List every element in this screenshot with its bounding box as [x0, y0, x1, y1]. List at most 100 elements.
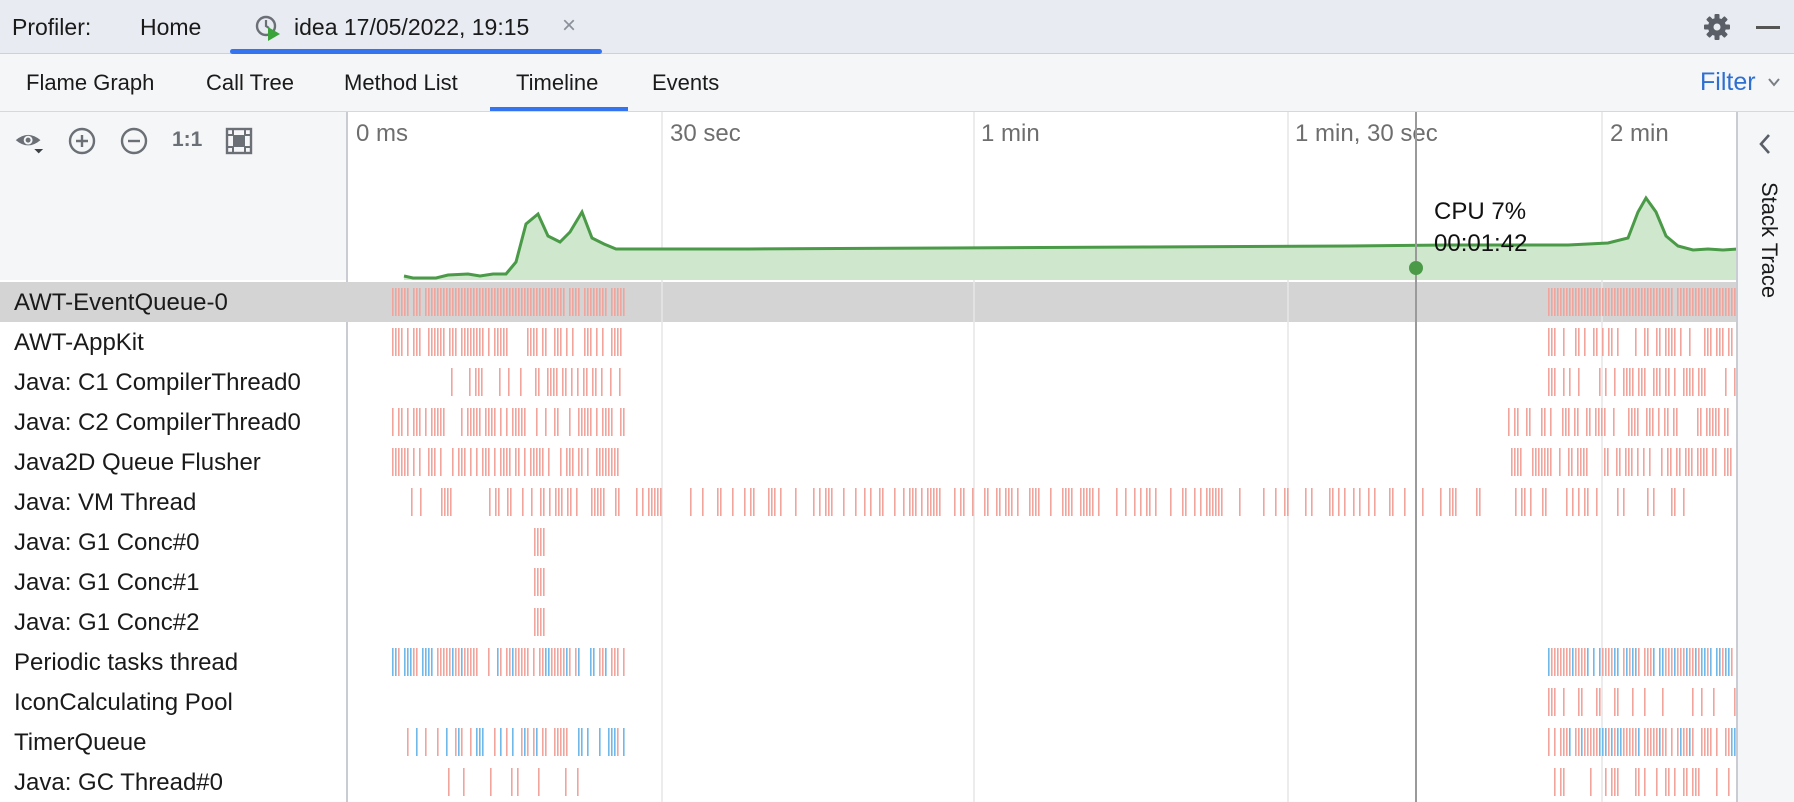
thread-row[interactable]: Java: C1 CompilerThread0: [0, 362, 1736, 402]
activity-stripe: [1578, 288, 1580, 316]
thread-row[interactable]: Java: G1 Conc#1: [0, 562, 1736, 602]
thread-row[interactable]: Periodic tasks thread: [0, 642, 1736, 682]
activity-stripe: [1557, 648, 1559, 676]
activity-stripe: [1617, 648, 1619, 676]
activity-stripe: [587, 408, 589, 436]
activity-stripe: [440, 288, 442, 316]
activity-stripe: [1535, 448, 1537, 476]
activity-stripe: [558, 488, 560, 516]
tab-home[interactable]: Home: [140, 14, 202, 40]
thread-row[interactable]: IconCalculating Pool: [0, 682, 1736, 722]
activity-stripe: [536, 408, 538, 436]
activity-stripe: [419, 288, 421, 316]
activity-stripe: [1554, 728, 1556, 756]
activity-stripe: [449, 288, 451, 316]
activity-stripe: [461, 328, 463, 356]
activity-stripe: [1644, 688, 1646, 716]
activity-stripe: [930, 488, 932, 516]
zoom-in-icon[interactable]: [67, 126, 97, 156]
activity-stripe: [494, 728, 496, 756]
activity-stripe: [1551, 648, 1553, 676]
activity-stripe: [1731, 328, 1733, 356]
activity-stripe: [407, 448, 409, 476]
activity-stripe: [449, 328, 451, 356]
activity-stripe: [1656, 368, 1658, 396]
stack-trace-panel[interactable]: Stack Trace: [1736, 112, 1794, 802]
activity-stripe: [1632, 288, 1634, 316]
activity-stripe: [1665, 328, 1667, 356]
activity-stripe: [1524, 488, 1526, 516]
thread-row[interactable]: Java: C2 CompilerThread0: [0, 402, 1736, 442]
activity-stripe: [1730, 448, 1732, 476]
filter-button[interactable]: Filter: [1700, 68, 1756, 96]
activity-stripe: [476, 448, 478, 476]
minimize-icon[interactable]: [1756, 26, 1780, 29]
activity-stripe: [1560, 648, 1562, 676]
thread-name: Java: C1 CompilerThread0: [14, 369, 301, 396]
thread-row[interactable]: Java2D Queue Flusher: [0, 442, 1736, 482]
activity-stripe: [1724, 408, 1726, 436]
activity-stripe: [545, 408, 547, 436]
activity-stripe: [1578, 328, 1580, 356]
activity-stripe: [1605, 728, 1607, 756]
activity-stripe: [614, 728, 616, 756]
activity-stripe: [500, 288, 502, 316]
tab-idea-snapshot[interactable]: idea 17/05/2022, 19:15 ×: [230, 0, 602, 54]
activity-stripe: [614, 288, 616, 316]
activity-stripe: [593, 648, 595, 676]
activity-stripe: [542, 288, 544, 316]
activity-stripe: [648, 488, 650, 516]
thread-row[interactable]: TimerQueue: [0, 722, 1736, 762]
activity-stripe: [1344, 488, 1346, 516]
thread-row[interactable]: Java: G1 Conc#0: [0, 522, 1736, 562]
activity-stripe: [1661, 448, 1663, 476]
activity-stripe: [1656, 328, 1658, 356]
activity-stripe: [464, 648, 466, 676]
activity-stripe: [1644, 328, 1646, 356]
thread-row[interactable]: Java: VM Thread: [0, 482, 1736, 522]
tab-events[interactable]: Events: [652, 70, 720, 95]
close-icon[interactable]: ×: [562, 12, 577, 39]
tab-flame-graph[interactable]: Flame Graph: [26, 70, 155, 95]
activity-stripe: [611, 728, 613, 756]
actual-size-icon[interactable]: 1:1: [172, 128, 203, 151]
chevron-down-icon[interactable]: [1768, 76, 1780, 88]
activity-stripe: [597, 488, 599, 516]
thread-row[interactable]: Java: GC Thread#0: [0, 762, 1736, 802]
activity-stripe: [395, 328, 397, 356]
activity-stripe: [543, 608, 545, 636]
activity-stripe: [518, 288, 520, 316]
activity-stripe: [536, 328, 538, 356]
activity-stripe: [611, 648, 613, 676]
activity-stripe: [1649, 448, 1651, 476]
thread-row[interactable]: Java: G1 Conc#2: [0, 602, 1736, 642]
activity-stripe: [443, 408, 445, 436]
activity-stripe: [1665, 368, 1667, 396]
activity-stripe: [1575, 648, 1577, 676]
activity-stripe: [530, 288, 532, 316]
gear-icon[interactable]: [1702, 12, 1732, 42]
activity-stripe: [1728, 768, 1730, 796]
eye-icon[interactable]: [14, 126, 44, 156]
zoom-out-icon[interactable]: [119, 126, 149, 156]
activity-stripe: [1659, 368, 1661, 396]
activity-stripe: [509, 288, 511, 316]
activity-stripe: [440, 328, 442, 356]
tab-method-list[interactable]: Method List: [344, 70, 458, 95]
activity-stripe: [1608, 328, 1610, 356]
activity-stripe: [1305, 488, 1307, 516]
fit-screen-icon[interactable]: [224, 126, 254, 156]
chevron-left-icon[interactable]: [1756, 132, 1774, 156]
activity-stripe: [449, 648, 451, 676]
activity-stripe: [1577, 408, 1579, 436]
thread-row[interactable]: AWT-AppKit: [0, 322, 1736, 362]
activity-stripe: [1035, 488, 1037, 516]
tab-timeline[interactable]: Timeline: [516, 70, 599, 95]
timeline-area[interactable]: 0 ms 30 sec 1 min 1 min, 30 sec 2 min: [348, 112, 1736, 802]
activity-stripe: [855, 488, 857, 516]
tab-call-tree[interactable]: Call Tree: [206, 70, 295, 95]
activity-stripe: [533, 728, 535, 756]
activity-stripe: [1578, 728, 1580, 756]
thread-row[interactable]: AWT-EventQueue-0: [0, 282, 1736, 322]
activity-stripe: [1476, 488, 1478, 516]
